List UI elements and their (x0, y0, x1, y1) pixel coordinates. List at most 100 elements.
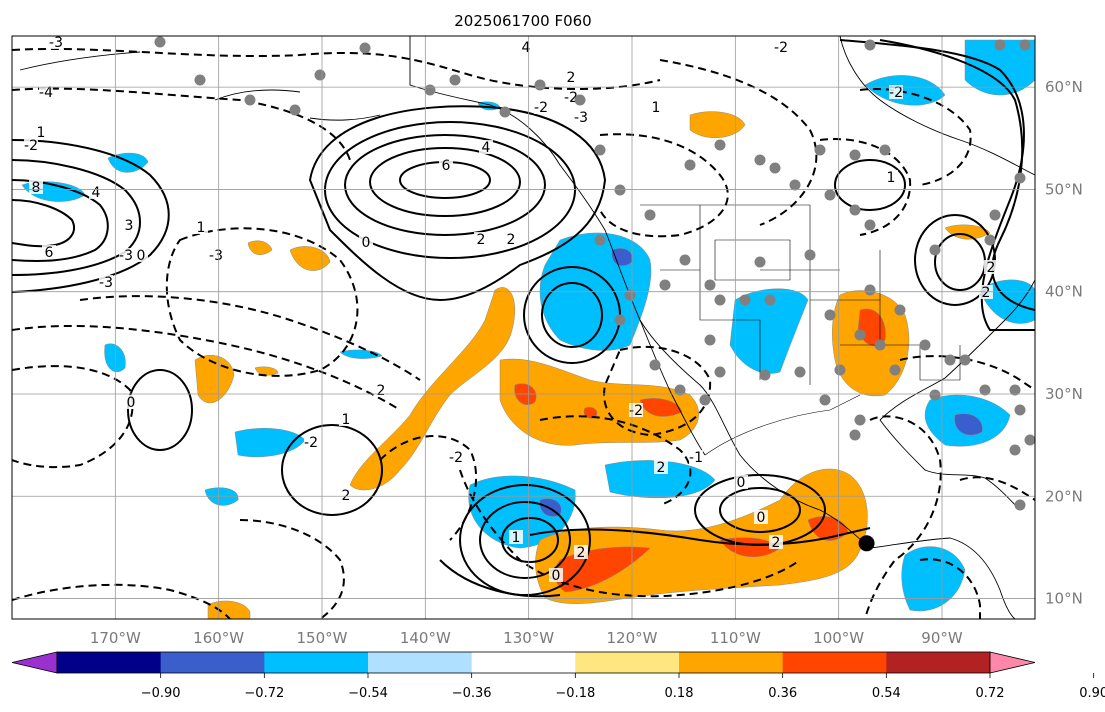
contour-label: -1 (689, 450, 703, 466)
station-dot (359, 42, 371, 54)
contour-label-bg (549, 568, 563, 582)
contour-label: -3 (209, 248, 223, 264)
border-line (714, 239, 791, 281)
contour-label: 1 (652, 100, 661, 116)
contour-label-bg (564, 70, 578, 84)
station-dot (424, 84, 436, 96)
contour-line (529, 527, 871, 546)
station-dot (684, 159, 696, 171)
border-line (704, 394, 861, 456)
coastline (639, 319, 706, 456)
station-dot (824, 309, 836, 321)
contour-line (12, 365, 134, 469)
station-dot (314, 69, 326, 81)
contour-line (919, 558, 981, 619)
shade-region (604, 460, 716, 499)
station-dot (874, 339, 886, 351)
contour-label-bg (649, 100, 663, 114)
station-dot (659, 279, 671, 291)
contour-label: 4 (482, 140, 491, 156)
contour-label-bg (479, 140, 493, 154)
station-dot (614, 184, 626, 196)
station-dot (929, 389, 941, 401)
contour-line (539, 415, 692, 506)
contour-label: 0 (552, 568, 561, 584)
contour-line (459, 469, 801, 598)
contour-label-bg (504, 232, 518, 246)
contour-line (659, 59, 818, 226)
station-dot (499, 106, 511, 118)
contour-label: 2 (772, 535, 781, 551)
station-dot (704, 279, 716, 291)
contour-line (839, 39, 1035, 331)
contour-label: -3 (99, 275, 113, 291)
station-dot (919, 339, 931, 351)
shade-region (954, 413, 983, 436)
contour-line (879, 39, 1035, 311)
contour-label: 2 (567, 70, 576, 86)
colorbar-tick-label: −0.18 (555, 686, 595, 701)
station-dot (944, 354, 956, 366)
station-dot (714, 294, 726, 306)
contour-label: 3 (125, 218, 134, 234)
state-borders (640, 204, 961, 456)
station-dot (704, 334, 716, 346)
map-title: 2025061700 F060 (454, 12, 591, 30)
contour-label-bg (89, 185, 103, 199)
lat-tick-label: 10°N (1045, 590, 1083, 608)
station-dot (929, 244, 941, 256)
contour-label-bg (774, 40, 788, 54)
contour-label-bg (629, 403, 643, 417)
contour-label-bg (209, 248, 223, 262)
contour-label: 0 (137, 248, 146, 264)
contour-label-bg (339, 488, 353, 502)
station-dot (449, 74, 461, 86)
station-dot (1009, 444, 1021, 456)
coastline (839, 36, 1035, 176)
contour-label-bg (42, 245, 56, 259)
lon-tick-label: 120°W (607, 629, 658, 647)
station-dot (769, 162, 781, 174)
station-dot (1024, 434, 1035, 446)
contour-label-bg (439, 158, 453, 172)
station-dot (879, 144, 891, 156)
station-dot (1014, 172, 1026, 184)
station-dot (984, 234, 996, 246)
station-dot (534, 79, 546, 91)
lon-tick-label: 100°W (813, 629, 864, 647)
station-dot (154, 36, 166, 48)
contour-label: 4 (522, 40, 531, 56)
contour-label: -2 (889, 85, 903, 101)
contour-label: -3 (49, 35, 63, 51)
station-dot (789, 179, 801, 191)
contour-line (165, 227, 359, 377)
lon-tick-label: 90°W (921, 629, 963, 647)
lon-tick-label: 160°W (193, 629, 244, 647)
station-dot (699, 394, 711, 406)
station-dot (849, 429, 861, 441)
contour-label-bg (194, 220, 208, 234)
lon-tick-label: 170°W (90, 629, 141, 647)
contour-label-bg (29, 180, 43, 194)
station-dot (819, 394, 831, 406)
storm-center-marker (858, 535, 875, 552)
contour-line (308, 105, 607, 302)
graticule (12, 36, 1035, 619)
contour-label: 0 (757, 510, 766, 526)
station-dot (814, 144, 826, 156)
shade-region (289, 246, 331, 271)
contour-label: -2 (534, 100, 548, 116)
shade-region (689, 111, 746, 139)
contour-label: 6 (45, 245, 54, 261)
colorbar-tick-label: 0.90 (1079, 686, 1105, 701)
contour-label-bg (449, 450, 463, 464)
colorbar-cell (679, 652, 784, 673)
contour-label-bg (34, 125, 48, 139)
contour-line (127, 369, 193, 451)
contour-line (324, 121, 576, 259)
negative-contours (12, 47, 1035, 619)
station-dot (994, 39, 1006, 51)
shade-region (729, 288, 809, 374)
contour-label-bg (124, 395, 138, 409)
contour-label-bg (119, 248, 133, 262)
